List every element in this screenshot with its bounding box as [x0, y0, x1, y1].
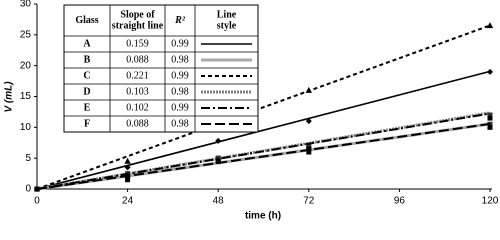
- fit-line: [36, 122, 491, 190]
- y-tick-label: 15: [20, 91, 32, 102]
- slope-value: 0.088: [126, 54, 149, 65]
- data-point: [34, 186, 40, 192]
- y-tick-label: 5: [25, 153, 31, 164]
- slope-value: 0.221: [126, 70, 149, 81]
- x-tick-label: 0: [34, 196, 40, 207]
- r2-value: 0.99: [171, 38, 189, 49]
- data-point: [124, 164, 131, 171]
- x-tick-label: 24: [122, 196, 134, 207]
- y-tick-label: 20: [20, 60, 32, 71]
- y-axis-title: V (mL): [4, 81, 15, 113]
- legend-label: E: [84, 102, 91, 113]
- table-header: Glass: [75, 15, 98, 26]
- slope-value: 0.102: [126, 102, 149, 113]
- legend-label: F: [84, 118, 90, 129]
- y-tick-label: 0: [25, 184, 31, 195]
- plot-area: 0 5 10 15 20 25 30 0 24 48 72 96 120: [20, 0, 499, 207]
- y-tick-label: 30: [20, 0, 32, 10]
- r2-value: 0.98: [171, 118, 189, 129]
- table-header: straight line: [112, 20, 164, 31]
- x-tick-label: 72: [303, 196, 315, 207]
- legend-label: A: [83, 38, 91, 49]
- fit-line: [36, 112, 491, 190]
- data-point: [487, 112, 493, 118]
- data-point: [125, 177, 131, 183]
- legend-label: D: [83, 86, 90, 97]
- data-point: [487, 115, 493, 121]
- data-point: [305, 86, 312, 93]
- data-point: [305, 118, 312, 125]
- slope-value: 0.159: [126, 38, 149, 49]
- x-tick-label: 120: [482, 196, 499, 207]
- table-header: Line: [217, 9, 237, 20]
- data-point: [306, 143, 312, 149]
- r2-value: 0.98: [171, 54, 189, 65]
- legend-label: B: [84, 54, 91, 65]
- chart: time (h) V (mL) 0 5 10 15 20 25 30 0 24 48 72 96 120…: [4, 0, 499, 222]
- r2-value: 0.98: [171, 86, 189, 97]
- fit-line: [36, 70, 491, 190]
- r2-value: 0.99: [171, 70, 189, 81]
- fit-line: [36, 24, 491, 190]
- page: {"chart_data": { "type": "line", "x_labe…: [3, 0, 499, 222]
- table-header: R²: [174, 15, 186, 26]
- legend-label: C: [83, 70, 90, 81]
- x-tick-label: 96: [394, 196, 406, 207]
- table-background: [63, 4, 259, 133]
- data-point: [215, 158, 221, 164]
- y-tick-label: 25: [20, 29, 32, 40]
- data-point: [487, 124, 493, 130]
- x-tick-label: 48: [213, 196, 225, 207]
- data-point: [124, 157, 131, 164]
- slope-value: 0.103: [126, 86, 149, 97]
- table-header: style: [217, 20, 237, 31]
- r2-value: 0.99: [171, 102, 189, 113]
- data-point: [486, 22, 494, 29]
- y-tick-label: 10: [20, 122, 32, 133]
- x-axis-title: time (h): [245, 211, 281, 222]
- data-point: [215, 137, 222, 144]
- data-point: [487, 68, 493, 75]
- data-point: [306, 149, 312, 155]
- slope-value: 0.088: [126, 118, 149, 129]
- table-header: Slope of: [120, 9, 155, 20]
- data-point: [306, 146, 312, 152]
